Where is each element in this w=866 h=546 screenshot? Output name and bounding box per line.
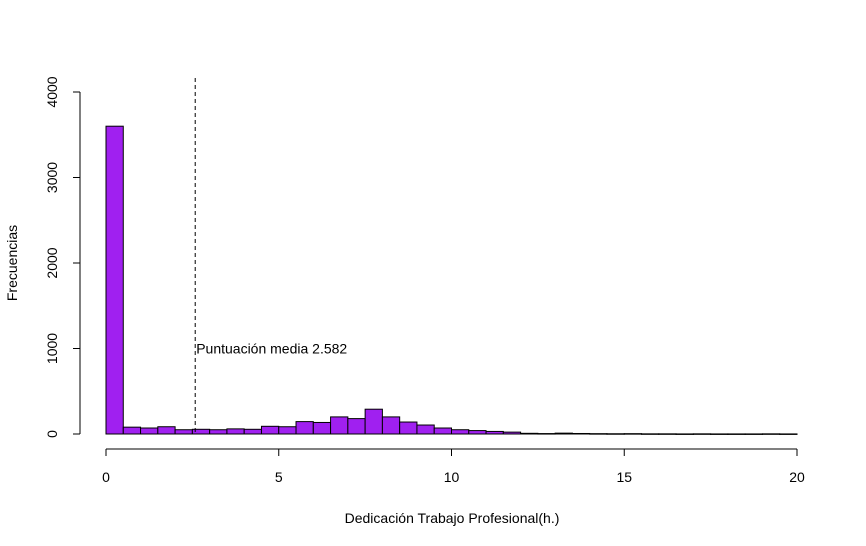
histogram-bar <box>433 427 453 435</box>
histogram-bar <box>295 421 314 435</box>
histogram-bar <box>347 418 366 435</box>
y-axis: 0 1000 2000 3000 4000 <box>44 76 81 438</box>
histogram-bar <box>744 433 763 435</box>
histogram-bar <box>485 430 504 435</box>
histogram-bar <box>779 433 798 435</box>
histogram-bar <box>260 425 280 435</box>
histogram-bar <box>381 416 401 435</box>
histogram-bar <box>122 426 142 435</box>
histogram-bar <box>312 421 332 435</box>
x-tick-label: 10 <box>444 469 460 485</box>
histogram-bar <box>364 408 383 435</box>
histogram-bar <box>157 426 176 435</box>
histogram-bar <box>692 433 712 435</box>
histogram-bar <box>537 433 556 435</box>
histogram-bar <box>727 433 746 435</box>
histogram-bar <box>571 432 591 435</box>
histogram-bar <box>278 426 297 435</box>
histogram-bar <box>226 428 245 435</box>
x-axis: 0 5 10 15 20 <box>102 448 805 485</box>
histogram-bar <box>243 428 262 435</box>
histogram-bar <box>658 433 677 435</box>
y-tick-label: 4000 <box>44 76 60 107</box>
x-tick-label: 5 <box>275 469 283 485</box>
histogram-bar <box>174 429 193 435</box>
histogram-bar <box>761 433 781 435</box>
histogram-bar <box>502 431 522 435</box>
histogram-bar <box>105 125 124 435</box>
y-tick-label: 1000 <box>44 333 60 364</box>
histogram-bar <box>675 433 694 435</box>
histogram-bar <box>140 427 159 435</box>
histogram-bars <box>105 125 798 435</box>
y-tick-label: 2000 <box>44 247 60 278</box>
histogram-bar <box>330 416 349 435</box>
histogram-bar <box>554 432 573 435</box>
histogram-bar <box>209 429 228 435</box>
histogram-bar <box>710 433 729 435</box>
histogram-bar <box>451 429 470 435</box>
histogram-bar <box>623 433 643 435</box>
histogram-bar <box>468 430 487 435</box>
x-tick-label: 0 <box>102 469 110 485</box>
y-tick-label: 3000 <box>44 162 60 193</box>
histogram-bar <box>520 432 539 435</box>
histogram-bar <box>641 433 660 435</box>
x-tick-label: 15 <box>616 469 632 485</box>
x-axis-title: Dedicación Trabajo Profesional(h.) <box>345 510 560 526</box>
y-axis-title: Frecuencias <box>4 225 20 301</box>
x-tick-label: 20 <box>789 469 805 485</box>
mean-annotation: Puntuación media 2.582 <box>196 341 347 357</box>
histogram-bar <box>606 433 625 435</box>
histogram-bar <box>399 421 418 435</box>
y-tick-label: 0 <box>44 430 60 438</box>
histogram-bar <box>416 424 435 435</box>
histogram-bar <box>589 433 608 435</box>
